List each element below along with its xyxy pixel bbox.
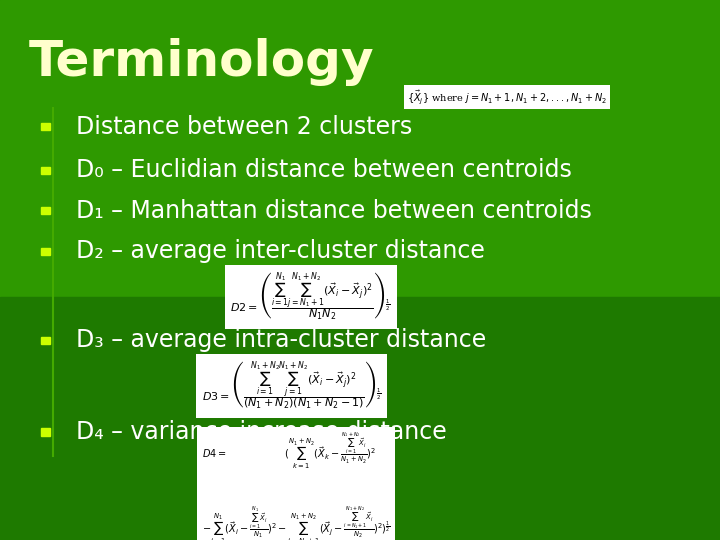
Text: $D4 = \quad\quad\quad\quad\quad\quad(\sum_{k=1}^{N_1+N_2}(\vec{X}_k - \frac{\sum: $D4 = \quad\quad\quad\quad\quad\quad(\su…: [202, 430, 390, 540]
Text: Terminology: Terminology: [29, 38, 374, 86]
Bar: [41, 207, 50, 214]
Bar: [41, 247, 50, 254]
Text: D₂ – average inter-cluster distance: D₂ – average inter-cluster distance: [76, 239, 485, 263]
Text: Distance between 2 clusters: Distance between 2 clusters: [76, 115, 412, 139]
Bar: [41, 429, 50, 435]
Bar: [41, 337, 50, 344]
Bar: [0, 0, 720, 297]
Bar: [41, 123, 50, 130]
Text: D₀ – Euclidian distance between centroids: D₀ – Euclidian distance between centroid…: [76, 158, 572, 182]
Text: D₃ – average intra-cluster distance: D₃ – average intra-cluster distance: [76, 328, 486, 352]
Text: $\{\vec{X}_j\}$ where $j = N_1+1, N_1+2, ..., N_1+N_2$: $\{\vec{X}_j\}$ where $j = N_1+1, N_1+2,…: [407, 89, 607, 106]
Text: D₄ – variance increase distance: D₄ – variance increase distance: [76, 420, 446, 444]
Text: $D3 = \left(\dfrac{\sum_{i=1}^{N_1+N_2}\sum_{j=1}^{N_1+N_2}(\vec{X}_i - \vec{X}_: $D3 = \left(\dfrac{\sum_{i=1}^{N_1+N_2}\…: [202, 360, 382, 413]
Bar: [0, 297, 720, 540]
Text: $D2 = \left(\dfrac{\sum_{i=1}^{N_1}\sum_{j=N_1+1}^{N_1+N_2}(\vec{X}_i - \vec{X}_: $D2 = \left(\dfrac{\sum_{i=1}^{N_1}\sum_…: [230, 271, 391, 323]
Bar: [41, 166, 50, 173]
Text: D₁ – Manhattan distance between centroids: D₁ – Manhattan distance between centroid…: [76, 199, 591, 222]
